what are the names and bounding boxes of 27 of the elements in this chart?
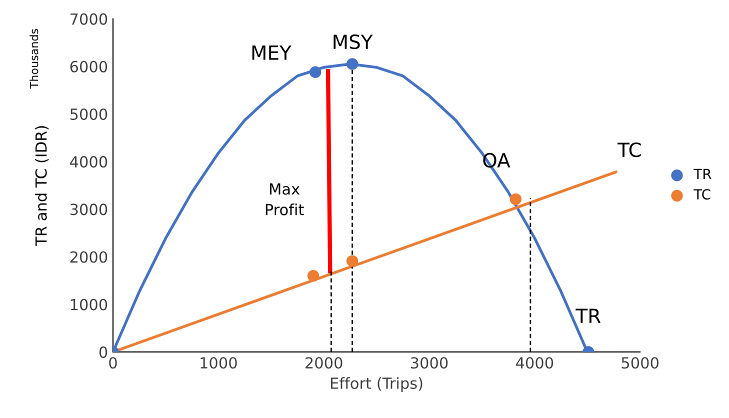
x-axis-title: Effort (Trips) xyxy=(330,377,422,392)
legend-label: TC xyxy=(694,189,710,200)
annotation: Max Profit xyxy=(266,183,304,216)
y-axis-title: TR and TC (IDR) xyxy=(35,126,49,246)
x-tick-label: 5000 xyxy=(622,357,658,369)
y-tick-label: 6000 xyxy=(70,60,108,72)
x-tick-label: 2000 xyxy=(306,357,342,369)
y-tick-label: 1000 xyxy=(70,298,108,310)
point xyxy=(510,193,522,206)
y-tick-label: 3000 xyxy=(70,204,108,216)
y-tick-label: 7000 xyxy=(70,13,108,25)
x-tick-label: 4000 xyxy=(516,357,554,369)
point xyxy=(310,66,322,78)
y-tick-label: 2000 xyxy=(70,251,108,263)
annotation: MSY xyxy=(334,34,373,50)
point xyxy=(346,58,358,70)
annotation: TR xyxy=(576,308,601,323)
y-tick-label: 4000 xyxy=(70,156,108,168)
x-tick-label: 0 xyxy=(109,357,117,369)
text: Thousands xyxy=(30,28,38,89)
x-tick-label: 3000 xyxy=(410,357,448,369)
x-tick-label: 1000 xyxy=(200,357,237,369)
y-tick-label: 5000 xyxy=(70,108,108,120)
annotation: MEY xyxy=(252,46,292,60)
legend-label: TR xyxy=(694,168,712,180)
y-tick-label: 0 xyxy=(99,346,108,358)
annotation: TC xyxy=(617,142,641,158)
